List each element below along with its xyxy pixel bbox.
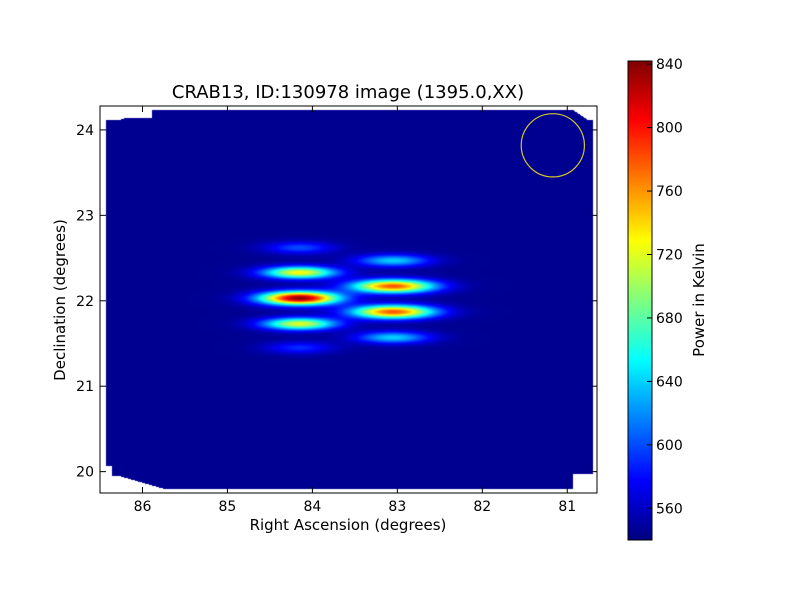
heatmap-image xyxy=(100,106,597,493)
x-tick-label: 85 xyxy=(219,499,237,515)
colorbar-gradient xyxy=(628,61,652,540)
colorbar-tick-label: 760 xyxy=(656,184,683,200)
colorbar-label: Power in Kelvin xyxy=(690,243,708,357)
chart-title: CRAB13, ID:130978 image (1395.0,XX) xyxy=(172,82,524,103)
plot-border xyxy=(99,105,598,494)
y-axis: 20 21 22 23 24 xyxy=(76,123,597,481)
colorbar: 560 600 640 680 720 760 800 840 xyxy=(627,57,683,541)
y-tick-label: 21 xyxy=(76,379,94,395)
x-axis: 86 85 84 83 82 81 xyxy=(134,106,576,515)
y-tick-label: 23 xyxy=(76,208,94,224)
colorbar-tick-label: 680 xyxy=(656,311,683,327)
colorbar-border xyxy=(627,60,653,541)
x-tick-label: 86 xyxy=(134,499,152,515)
colorbar-ticks: 560 600 640 680 720 760 800 840 xyxy=(647,57,683,517)
x-tick-label: 84 xyxy=(303,499,321,515)
beam-circle xyxy=(520,113,586,178)
x-axis-label: Right Ascension (degrees) xyxy=(250,516,447,534)
y-tick-label: 22 xyxy=(76,294,94,310)
y-axis-label: Declination (degrees) xyxy=(51,219,69,381)
x-tick-label: 83 xyxy=(388,499,406,515)
y-tick-label: 24 xyxy=(76,123,94,139)
colorbar-tick-label: 720 xyxy=(656,248,683,264)
colorbar-tick-label: 560 xyxy=(656,501,683,517)
heatmap-plot: 86 85 84 83 82 81 20 21 22 23 24 xyxy=(76,105,598,515)
colorbar-tick-label: 640 xyxy=(656,374,683,390)
colorbar-tick-label: 600 xyxy=(656,438,683,454)
y-tick-label: 20 xyxy=(76,465,94,481)
x-tick-label: 82 xyxy=(473,499,491,515)
colorbar-tick-label: 840 xyxy=(656,57,683,73)
x-tick-label: 81 xyxy=(558,499,576,515)
colorbar-tick-label: 800 xyxy=(656,121,683,137)
